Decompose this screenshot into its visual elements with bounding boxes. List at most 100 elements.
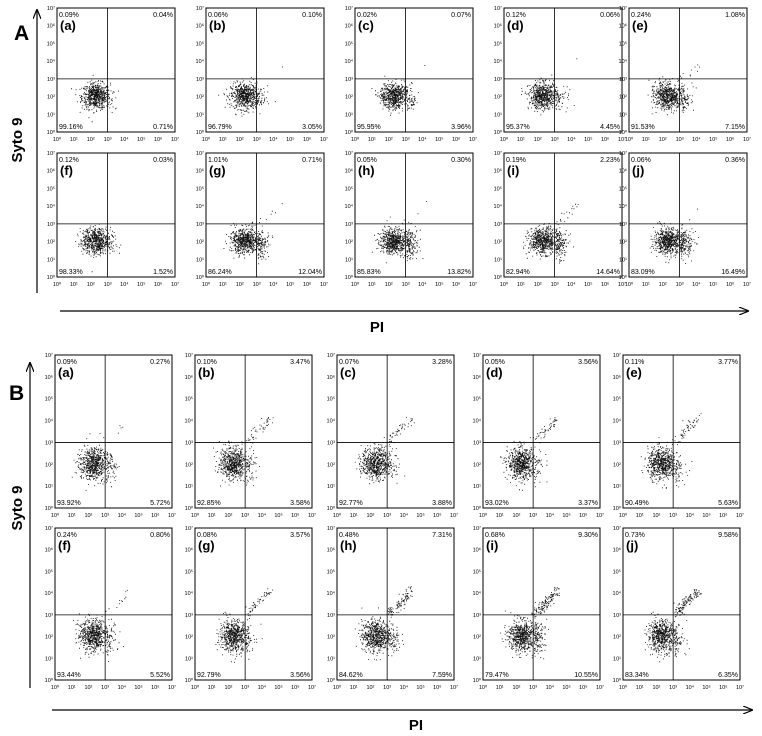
plot-frame	[194, 354, 313, 509]
y-tick-label: 10⁴	[196, 203, 205, 210]
y-tick-label: 10²	[196, 95, 204, 101]
x-tick-label: 10⁵	[584, 136, 592, 143]
y-tick-label: 10⁶	[327, 374, 335, 381]
panel-id: (a)	[58, 365, 74, 380]
y-tick-label: 10¹	[45, 656, 53, 662]
scatter-points	[500, 587, 560, 660]
quadrant-percent-ur: 0.36%	[725, 157, 745, 164]
y-tick-label: 10⁴	[47, 58, 56, 65]
quadrant-percent-ul: 0.24%	[631, 12, 651, 19]
x-tick-label: 10¹	[219, 282, 227, 288]
quadrant-percent-ur: 3.47%	[290, 359, 310, 366]
y-tick-label: 10⁷	[494, 5, 502, 12]
quadrant-percent-lr: 3.96%	[451, 124, 471, 131]
x-tick-label: 10⁷	[308, 512, 316, 519]
y-tick-label: 10⁰	[45, 677, 54, 684]
x-tick-label: 10¹	[496, 513, 504, 519]
y-tick-label: 10⁴	[327, 590, 336, 597]
quadrant-percent-ur: 2.23%	[600, 157, 620, 164]
x-tick-label: 10⁵	[584, 281, 592, 288]
y-tick-label: 10¹	[613, 656, 621, 662]
y-tick-label: 10²	[185, 635, 193, 641]
y-tick-label: 10⁶	[45, 547, 53, 554]
y-tick-label: 10¹	[47, 112, 55, 118]
panel-id: (j)	[632, 163, 644, 178]
x-tick-label: 10⁵	[702, 684, 710, 691]
plot-frame	[503, 7, 623, 133]
plot-frame	[336, 354, 455, 509]
y-tick-label: 10³	[196, 77, 204, 83]
y-tick-label: 10⁶	[45, 374, 53, 381]
y-tick-label: 10³	[47, 222, 55, 228]
x-tick-label: 10⁷	[450, 684, 458, 691]
quadrant-percent-ul: 0.06%	[631, 157, 651, 164]
y-tick-label: 10³	[345, 222, 353, 228]
quadrant-percent-ul: 0.10%	[197, 359, 217, 366]
y-tick-label: 10⁰	[473, 505, 482, 512]
y-tick-label: 10⁵	[619, 185, 627, 192]
x-tick-label: 10²	[236, 137, 244, 143]
y-tick-label: 10¹	[45, 484, 53, 490]
y-tick-label: 10⁵	[619, 40, 627, 47]
y-tick-label: 10²	[185, 462, 193, 468]
y-tick-label: 10¹	[473, 484, 481, 490]
x-tick-label: 10³	[101, 685, 109, 691]
y-tick-label: 10⁷	[473, 352, 481, 359]
quadrant-percent-ul: 0.05%	[357, 157, 377, 164]
x-tick-label: 10³	[529, 513, 537, 519]
panel-id: (d)	[507, 18, 524, 33]
y-tick-label: 10⁵	[613, 568, 621, 575]
x-tick-label: 10³	[402, 282, 410, 288]
y-tick-label: 10²	[345, 240, 353, 246]
plot-frame	[194, 527, 313, 681]
quadrant-percent-ul: 0.06%	[208, 12, 228, 19]
y-tick-label: 10⁵	[473, 396, 481, 403]
x-tick-label: 10⁴	[686, 684, 695, 691]
x-tick-label: 10⁶	[719, 684, 727, 691]
y-tick-label: 10⁶	[196, 23, 204, 30]
y-tick-label: 10¹	[619, 257, 627, 263]
y-tick-label: 10¹	[619, 112, 627, 118]
quadrant-percent-lr: 3.88%	[432, 500, 452, 507]
x-tick-label: 10⁷	[171, 281, 179, 288]
x-tick-label: 10¹	[68, 513, 76, 519]
x-tick-label: 10⁰	[351, 136, 360, 143]
x-tick-label: 10¹	[208, 685, 216, 691]
x-tick-label: 10¹	[68, 685, 76, 691]
y-tick-label: 10⁷	[613, 352, 621, 359]
x-tick-label: 10³	[551, 137, 559, 143]
y-tick-label: 10⁵	[196, 40, 204, 47]
y-tick-label: 10⁵	[185, 396, 193, 403]
panel-id: (e)	[632, 18, 648, 33]
x-tick-label: 10⁴	[692, 281, 701, 288]
scatter-points	[644, 589, 702, 663]
panel-id: (c)	[340, 365, 356, 380]
x-tick-label: 10⁰	[51, 684, 60, 691]
y-tick-label: 10⁴	[345, 58, 354, 65]
panel-id: (f)	[58, 538, 71, 553]
y-tick-label: 10³	[327, 613, 335, 619]
x-tick-label: 10²	[659, 137, 667, 143]
x-tick-label: 10⁴	[258, 684, 267, 691]
y-tick-label: 10¹	[196, 257, 204, 263]
y-tick-label: 10⁰	[185, 677, 194, 684]
y-tick-label: 10⁵	[327, 396, 335, 403]
x-tick-label: 10⁰	[53, 136, 62, 143]
plot-frame	[56, 152, 176, 278]
y-tick-label: 10⁵	[185, 568, 193, 575]
y-tick-label: 10⁰	[47, 274, 56, 281]
y-tick-label: 10⁶	[185, 374, 193, 381]
y-tick-label: 10⁵	[196, 185, 204, 192]
quadrant-percent-ul: 0.24%	[57, 532, 77, 539]
x-tick-label: 10³	[529, 685, 537, 691]
x-tick-label: 10⁷	[171, 136, 179, 143]
x-tick-label: 10⁵	[416, 684, 424, 691]
x-tick-label: 10⁵	[286, 136, 294, 143]
y-tick-label: 10⁰	[327, 677, 336, 684]
x-tick-label: 10³	[241, 685, 249, 691]
y-tick-label: 10⁰	[494, 129, 503, 136]
y-tick-label: 10⁴	[473, 590, 482, 597]
